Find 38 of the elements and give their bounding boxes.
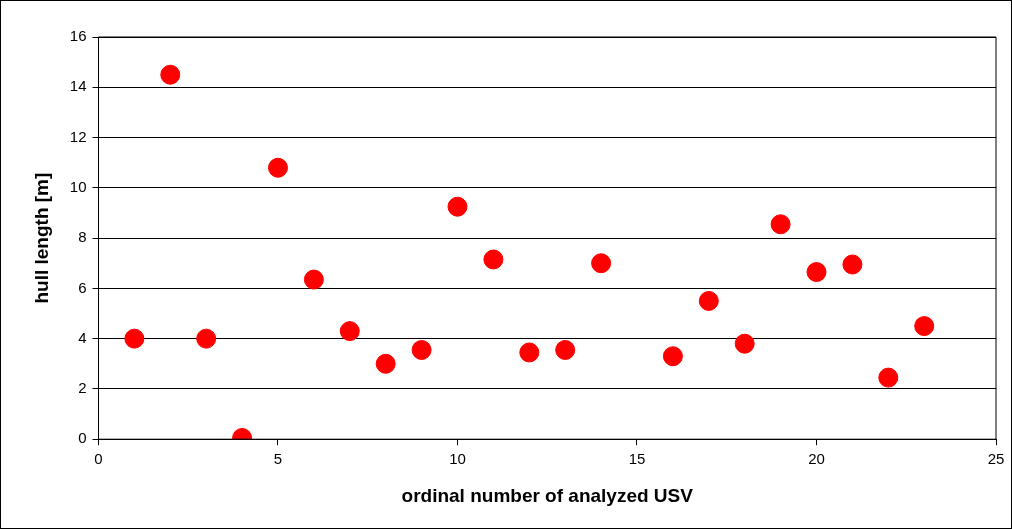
y-tick-label: 0 [78, 429, 87, 447]
point [375, 353, 396, 374]
point [770, 214, 791, 235]
point [914, 316, 935, 337]
point [591, 253, 612, 274]
y-axis-title: hull length [m] [30, 172, 52, 304]
x-tick-label: 0 [94, 450, 103, 468]
point [124, 328, 145, 349]
point [878, 367, 899, 388]
point [196, 328, 217, 349]
point [806, 262, 827, 283]
y-tick-label: 12 [69, 127, 87, 145]
y-tick-label: 2 [78, 379, 87, 397]
point [267, 157, 288, 178]
y-tick-label: 14 [69, 77, 87, 95]
point [160, 64, 181, 85]
x-axis-title: ordinal number of analyzed USV [401, 484, 694, 506]
y-tick-label: 10 [69, 177, 87, 195]
point [519, 342, 540, 363]
point [698, 290, 719, 311]
y-tick-label: 6 [78, 278, 87, 296]
y-tick-label: 16 [69, 27, 87, 45]
x-tick-label: 20 [808, 450, 825, 468]
point [555, 339, 576, 360]
x-tick-label: 25 [987, 450, 1005, 468]
point [339, 321, 360, 342]
point [411, 339, 432, 360]
x-tick-label: 10 [449, 450, 466, 468]
y-tick-label: 8 [78, 228, 87, 246]
point [734, 333, 755, 354]
point [842, 254, 863, 275]
x-tick-label: 15 [628, 450, 646, 468]
y-tick-label: 4 [78, 328, 87, 346]
point [483, 249, 504, 270]
point [447, 196, 468, 217]
point [662, 346, 683, 367]
point [303, 269, 324, 290]
x-tick-label: 5 [273, 450, 283, 468]
